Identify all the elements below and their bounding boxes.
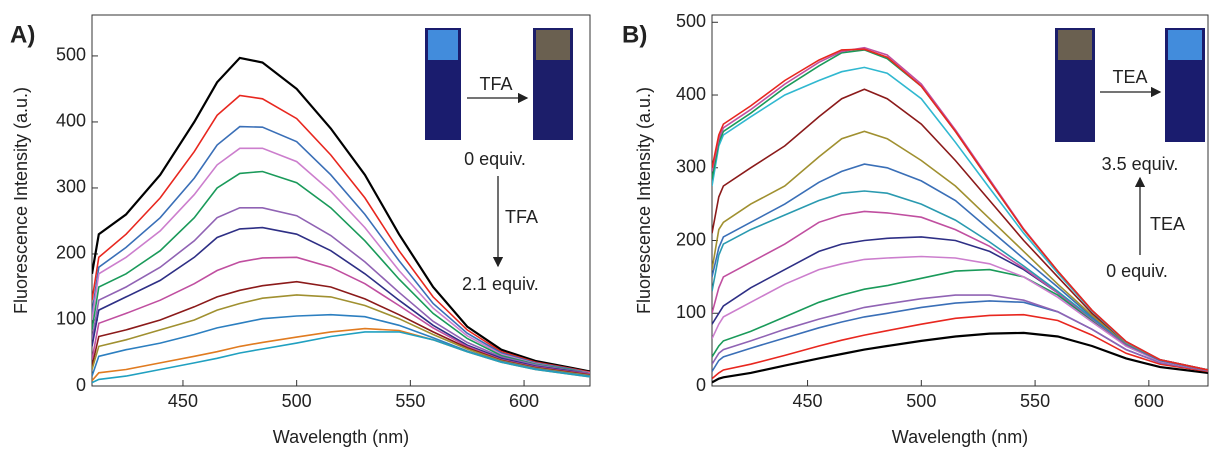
plot-frame — [91, 14, 591, 387]
panel-label: A) — [10, 21, 35, 48]
x-tick-label: 600 — [509, 391, 539, 411]
spectrum-line — [92, 56, 590, 373]
y-tick-label: 0 — [696, 375, 706, 395]
annotation: 2.1 equiv. — [462, 274, 539, 294]
annotation: 0 equiv. — [464, 149, 526, 169]
y-tick-label: 500 — [56, 45, 86, 65]
spectrum-line — [92, 207, 590, 375]
spectrum-line — [92, 147, 590, 374]
x-axis-title: Wavelength (nm) — [273, 427, 409, 447]
x-tick-label: 550 — [395, 391, 425, 411]
spectrum-line — [712, 268, 1208, 371]
annotation: TEA — [1150, 214, 1185, 234]
annotation: TFA — [505, 207, 538, 227]
curves — [712, 46, 1208, 384]
panel-label: B) — [622, 21, 647, 48]
spectrum-line — [712, 190, 1208, 371]
spectrum-line — [92, 125, 590, 374]
x-tick-label: 550 — [1020, 391, 1050, 411]
x-axis-title: Wavelength (nm) — [892, 427, 1028, 447]
y-tick-label: 200 — [676, 229, 706, 249]
y-tick-label: 100 — [676, 302, 706, 322]
annotation-arrows — [467, 86, 1162, 268]
x-tick-label: 450 — [168, 391, 198, 411]
annotation: TFA — [479, 74, 512, 94]
y-tick-label: 200 — [56, 243, 86, 263]
spectrum-line — [712, 49, 1208, 371]
spectrum-line — [712, 46, 1208, 371]
spectrum-line — [712, 66, 1208, 371]
y-tick-label: 300 — [56, 177, 86, 197]
y-tick-label: 400 — [676, 84, 706, 104]
spectrum-line — [92, 331, 590, 384]
y-axis-title: Fluorescence Intensity (a.u.) — [11, 87, 31, 314]
y-tick-label: 100 — [56, 309, 86, 329]
plot-frame — [711, 14, 1209, 387]
curves — [92, 56, 590, 384]
spectrum-line — [712, 331, 1208, 384]
x-tick-label: 500 — [282, 391, 312, 411]
spectrum-line — [712, 130, 1208, 371]
y-tick-label: 300 — [676, 157, 706, 177]
y-axis-title: Fluorescence Intensity (a.u.) — [634, 87, 654, 314]
inset-photos — [425, 28, 1205, 142]
x-tick-label: 450 — [793, 391, 823, 411]
y-tick-label: 500 — [676, 11, 706, 31]
spectrum-line — [712, 48, 1208, 371]
spectrum-line — [92, 226, 590, 375]
x-tick-label: 500 — [906, 391, 936, 411]
annotation: 3.5 equiv. — [1102, 154, 1179, 174]
spectrum-line — [712, 163, 1208, 371]
spectrum-line — [712, 313, 1208, 380]
spectrum-line — [712, 88, 1208, 371]
y-tick-label: 400 — [56, 111, 86, 131]
spectrum-line — [712, 255, 1208, 371]
x-tick-label: 600 — [1134, 391, 1164, 411]
annotation: 0 equiv. — [1106, 261, 1168, 281]
spectrum-line — [712, 294, 1208, 372]
spectrum-line — [92, 170, 590, 375]
spectrum-line — [92, 313, 590, 377]
annotation: TEA — [1112, 67, 1147, 87]
spectrum-line — [92, 94, 590, 373]
y-tick-label: 0 — [76, 375, 86, 395]
